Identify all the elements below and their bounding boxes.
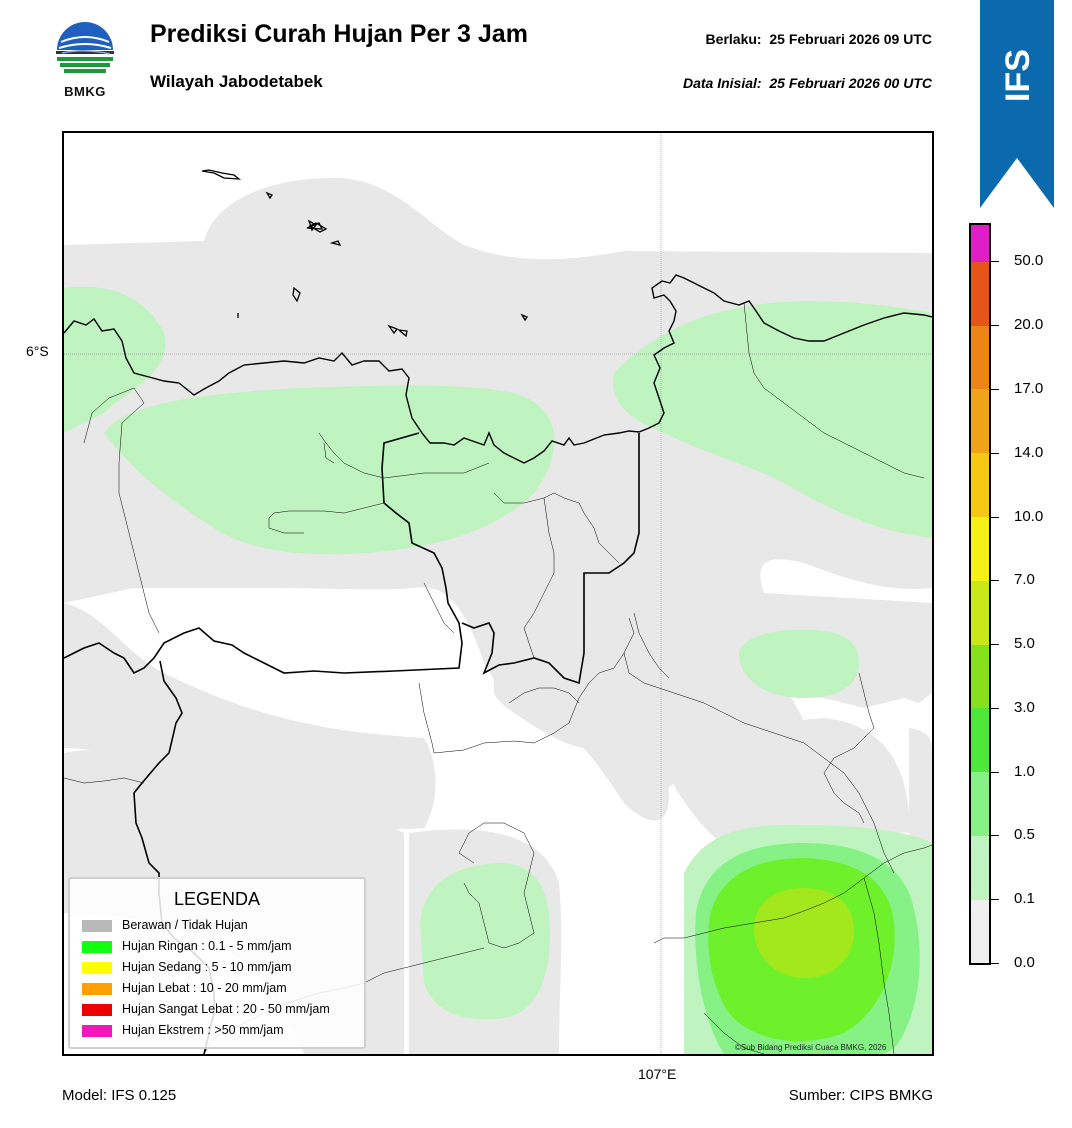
legend-label: Hujan Ekstrem : >50 mm/jam [122,1023,284,1037]
colorbar [969,223,991,965]
colorbar-label: 14.0 [1014,443,1044,461]
colorbar-tick [991,452,999,454]
longitude-label: 107°E [638,1066,677,1082]
legend-label: Hujan Sedang : 5 - 10 mm/jam [122,960,292,974]
legend-swatch [82,1024,112,1037]
colorbar-tick [991,771,999,773]
legend-swatch [82,982,112,995]
colorbar-label: 3.0 [1014,698,1035,716]
init-value: 25 Februari 2026 00 UTC [769,75,932,91]
init-label: Data Inisial: [682,75,762,91]
region-subtitle: Wilayah Jabodetabek [150,72,323,91]
colorbar-tick [991,644,999,646]
colorbar-label: 17.0 [1014,379,1044,397]
legend-swatch [82,1003,112,1016]
legend-item: Hujan Lebat : 10 - 20 mm/jam [82,980,287,996]
legend-label: Hujan Lebat : 10 - 20 mm/jam [122,981,287,995]
colorbar-label: 0.0 [1014,954,1035,971]
colorbar-segment [971,899,989,964]
colorbar-segment [971,388,989,454]
ribbon-text: IFS [999,49,1037,102]
colorbar-label: 7.0 [1014,571,1035,589]
colorbar-segment [971,771,989,836]
colorbar-tick [991,388,999,390]
colorbar-tick [991,516,999,518]
colorbar-label: 50.0 [1014,252,1044,270]
legend-item: Berawan / Tidak Hujan [82,917,248,933]
valid-time: Berlaku: 25 Februari 2026 09 UTC [706,31,932,47]
colorbar-segment [971,516,989,581]
model-info: Model: IFS 0.125 [62,1087,177,1104]
colorbar-tick [991,899,999,901]
legend: LEGENDA Berawan / Tidak Hujan Hujan Ring… [68,877,366,1049]
colorbar-segment [971,452,989,517]
valid-value: 25 Februari 2026 09 UTC [769,31,932,47]
colorbar-segment [971,707,989,773]
latitude-label: 6°S [26,343,49,359]
legend-item: Hujan Ekstrem : >50 mm/jam [82,1022,284,1038]
colorbar-segment [971,225,989,262]
legend-label: Berawan / Tidak Hujan [122,918,248,932]
colorbar-tick [991,325,999,327]
colorbar-segment [971,580,989,645]
coastline [64,274,932,464]
legend-item: Hujan Ringan : 0.1 - 5 mm/jam [82,938,292,954]
colorbar-segment [971,644,989,709]
colorbar-tick [991,261,999,263]
init-time: Data Inisial: 25 Februari 2026 00 UTC [683,75,932,91]
legend-title: LEGENDA [173,889,261,909]
rain-areas-3.0 [754,888,854,978]
legend-item: Hujan Sedang : 5 - 10 mm/jam [82,959,292,975]
colorbar-tick [991,835,999,837]
ifs-ribbon: IFS [980,0,1054,208]
page-title: Prediksi Curah Hujan Per 3 Jam [150,20,528,48]
colorbar-segment [971,261,989,326]
colorbar-tick [991,963,999,964]
logo-text: BMKG [64,84,106,99]
colorbar-label: 0.5 [1014,826,1035,844]
regency-borders [64,302,932,1054]
legend-swatch [82,940,112,953]
colorbar-label: 10.0 [1014,507,1044,525]
valid-label: Berlaku: [705,31,762,47]
colorbar-tick [991,580,999,582]
legend-swatch [82,919,112,932]
map-copyright: ©Sub Bidang Prediksi Cuaca BMKG, 2026 [735,1043,887,1052]
colorbar-tick [991,707,999,709]
colorbar-label: 20.0 [1014,316,1044,334]
islands [201,169,528,338]
colorbar-label: 5.0 [1014,635,1035,653]
data-source: Sumber: CIPS BMKG [788,1087,933,1104]
colorbar-label: 1.0 [1014,762,1035,780]
legend-label: Hujan Sangat Lebat : 20 - 50 mm/jam [122,1002,330,1016]
legend-item: Hujan Sangat Lebat : 20 - 50 mm/jam [82,1001,330,1017]
legend-label: Hujan Ringan : 0.1 - 5 mm/jam [122,939,292,953]
colorbar-segment [971,835,989,900]
legend-swatch [82,961,112,974]
bmkg-logo [56,22,114,73]
colorbar-segment [971,325,989,390]
colorbar-label: 0.1 [1014,890,1035,908]
